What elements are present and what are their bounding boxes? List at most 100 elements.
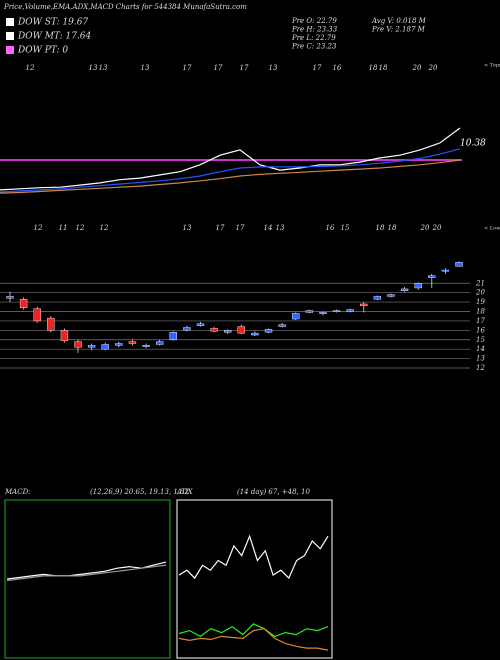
top-label: 18 xyxy=(379,64,388,72)
top-label: 17 xyxy=(240,64,249,72)
candle-body xyxy=(387,294,395,297)
panel-params: (14 day) 67, +48, 10 xyxy=(237,488,310,496)
y-tick-label: 16 xyxy=(476,326,485,334)
low-label: 12 xyxy=(34,224,43,232)
candle-body xyxy=(332,310,341,312)
info-text: Pre O: 22.79 xyxy=(291,17,337,25)
candle-body xyxy=(441,269,450,272)
candle-body xyxy=(346,309,354,312)
top-label: 18 xyxy=(369,64,378,72)
series-line xyxy=(178,534,329,580)
y-tick-label: 12 xyxy=(476,364,485,372)
top-label: 12 xyxy=(26,64,35,72)
legend-swatch xyxy=(6,32,14,40)
candle-body xyxy=(251,332,259,336)
candle-body xyxy=(292,313,300,320)
y-tick-label: 18 xyxy=(476,308,485,316)
top-label: 17 xyxy=(183,64,192,72)
candle-body xyxy=(101,344,109,350)
candle-body xyxy=(115,343,123,346)
candle-body xyxy=(264,329,273,333)
info-text: Avg V: 0.018 M xyxy=(371,17,427,25)
y-tick-label: 13 xyxy=(476,355,485,363)
y-tick-label: 21 xyxy=(475,279,485,287)
candle-body xyxy=(428,275,436,278)
low-label: 11 xyxy=(59,224,68,232)
series-line xyxy=(178,623,329,638)
y-tick-label: 15 xyxy=(476,336,485,344)
candle-body xyxy=(169,332,177,340)
candle-body xyxy=(155,341,164,345)
candle-body xyxy=(183,327,191,331)
legend-swatch xyxy=(6,46,14,54)
candle-body xyxy=(223,330,232,333)
candle-body xyxy=(6,296,14,299)
panel-frame xyxy=(4,499,171,659)
candle-body xyxy=(237,326,246,334)
series-line xyxy=(6,564,167,582)
top-label: 20 xyxy=(412,64,422,72)
top-label: 13 xyxy=(269,64,278,72)
top-label: 20 xyxy=(428,64,438,72)
low-label: 17 xyxy=(216,224,225,232)
legend-text: DOW MT: 17.64 xyxy=(17,32,92,42)
candle-body xyxy=(128,341,137,344)
low-note: < Lows xyxy=(484,226,500,232)
panel-params: (12,26,9) 20.65, 19.13, 1.52 xyxy=(90,488,190,496)
candle-body xyxy=(210,328,218,332)
candle-body xyxy=(278,324,286,327)
candle-body xyxy=(60,330,69,341)
top-label: 13 xyxy=(141,64,150,72)
legend-text: DOW ST: 19.67 xyxy=(17,18,88,28)
panel-label: ADX xyxy=(176,488,194,496)
page-title: Price,Volume,EMA,ADX,MACD Charts for 544… xyxy=(3,3,247,11)
candle-body xyxy=(400,288,409,291)
low-label: 15 xyxy=(341,224,350,232)
candle-body xyxy=(414,283,422,289)
low-label: 12 xyxy=(100,224,109,232)
info-text: Pre L: 22.79 xyxy=(291,34,336,42)
candle-body xyxy=(319,312,327,314)
top-label: 17 xyxy=(313,64,322,72)
candle-body xyxy=(33,308,41,322)
candle-body xyxy=(360,303,368,307)
legend-text: DOW PT: 0 xyxy=(17,46,68,56)
low-label: 18 xyxy=(388,224,397,232)
series-line xyxy=(0,159,461,194)
top-label: 13 xyxy=(89,64,98,72)
info-text: Pre V: 2.187 M xyxy=(371,26,426,34)
series-line xyxy=(0,127,461,191)
candle-body xyxy=(196,323,205,326)
y-tick-label: 17 xyxy=(476,317,485,325)
series-line xyxy=(0,148,461,193)
top-label: 17 xyxy=(214,64,223,72)
low-label: 18 xyxy=(376,224,385,232)
top-label: 13 xyxy=(99,64,108,72)
top-note: < Tops xyxy=(484,63,500,69)
y-tick-label: 20 xyxy=(475,289,485,297)
y-tick-label: 14 xyxy=(476,345,485,353)
candle-body xyxy=(142,345,150,347)
low-label: 20 xyxy=(432,224,442,232)
low-label: 17 xyxy=(236,224,245,232)
candle-body xyxy=(455,262,463,267)
low-label: 20 xyxy=(420,224,430,232)
candle-body xyxy=(87,345,96,348)
low-label: 13 xyxy=(276,224,285,232)
candle-body xyxy=(19,299,28,308)
y-tick-label: 19 xyxy=(476,298,485,306)
series-line xyxy=(178,628,329,651)
annotation: 10.38 xyxy=(460,139,486,149)
low-label: 13 xyxy=(183,224,192,232)
panel-frame xyxy=(176,499,333,659)
candle-body xyxy=(47,317,55,331)
info-text: Pre C: 23.23 xyxy=(291,43,337,51)
candle-body xyxy=(305,310,314,313)
top-label: 16 xyxy=(333,64,342,72)
low-label: 16 xyxy=(326,224,335,232)
info-text: Pre H: 23.33 xyxy=(291,26,338,34)
low-label: 12 xyxy=(76,224,85,232)
legend-swatch xyxy=(6,18,14,26)
low-label: 14 xyxy=(264,224,273,232)
